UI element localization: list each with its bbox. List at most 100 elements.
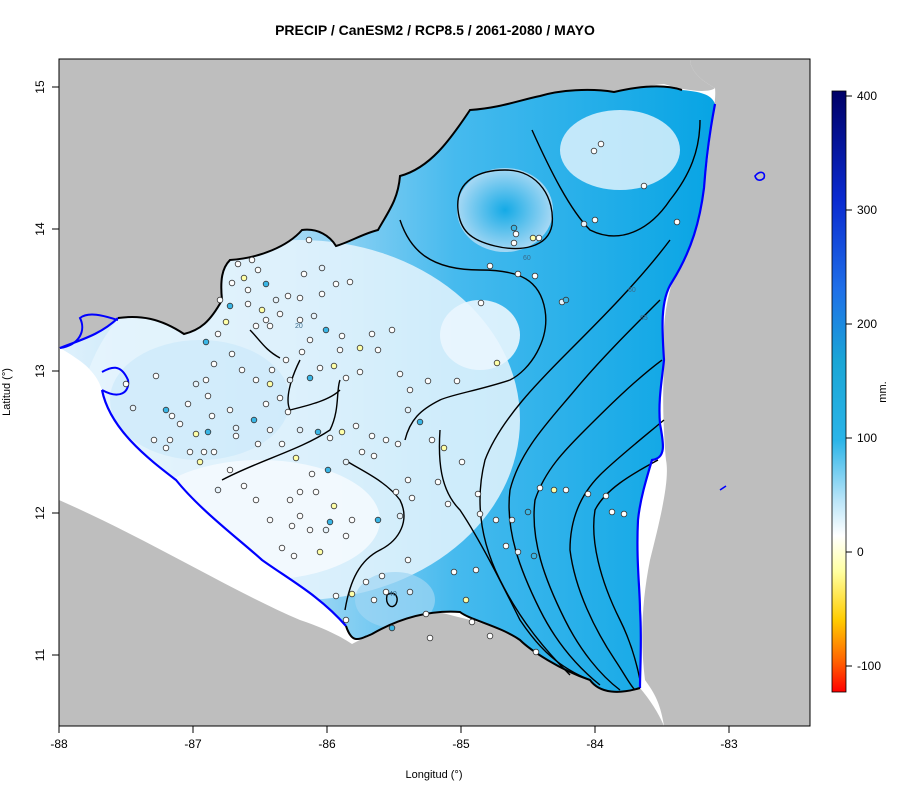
station-marker [348,516,356,524]
station-marker [608,508,616,516]
station-marker [388,624,396,632]
station-marker [374,346,382,354]
station-marker [252,496,260,504]
station-marker [450,568,458,576]
station-marker [254,266,262,274]
station-marker [440,444,448,452]
station-marker [204,392,212,400]
station-marker [262,280,270,288]
station-marker [262,316,270,324]
x-tick-label: -85 [452,737,470,751]
map-layers [59,59,810,726]
station-marker [202,376,210,384]
station-marker [326,518,334,526]
station-marker [252,376,260,384]
station-marker [284,408,292,416]
station-marker [266,380,274,388]
colorbar-tick-label: 400 [857,89,877,103]
station-marker [322,526,330,534]
station-marker [306,374,314,382]
station-marker [322,326,330,334]
station-marker [382,588,390,596]
station-marker [370,452,378,460]
station-marker [248,256,256,264]
station-marker [590,147,598,155]
station-marker [305,236,313,244]
station-marker [476,510,484,518]
station-marker [474,490,482,498]
station-marker [244,300,252,308]
station-marker [468,618,476,626]
station-marker [562,486,570,494]
station-marker [152,372,160,380]
station-marker [332,280,340,288]
station-marker [210,360,218,368]
station-marker [580,220,588,228]
station-marker [314,428,322,436]
station-marker [250,416,258,424]
station-marker [216,296,224,304]
station-marker [296,316,304,324]
station-marker [434,478,442,486]
station-marker [296,294,304,302]
station-marker [342,616,350,624]
colorbar-tick-label: 200 [857,317,877,331]
station-marker [550,486,558,494]
station-marker [444,500,452,508]
station-marker [492,516,500,524]
costa-rica-land [59,500,664,726]
station-marker [252,322,260,330]
station-marker [288,522,296,530]
station-marker [330,502,338,510]
station-marker [531,272,539,280]
x-tick-label: -87 [184,737,202,751]
station-marker [192,430,200,438]
colorbar-tick-label: 300 [857,203,877,217]
station-marker [529,234,537,242]
station-marker [162,444,170,452]
station-marker [597,140,605,148]
y-tick-label: 11 [33,648,47,661]
station-marker [458,458,466,466]
station-marker [184,400,192,408]
station-marker [536,484,544,492]
station-marker [382,436,390,444]
contour-label: 60 [628,287,636,294]
honduras-land [59,59,715,348]
station-marker [240,482,248,490]
colorbar-tick-label: -100 [857,659,881,673]
station-marker [416,418,424,426]
station-marker [453,377,461,385]
station-marker [306,336,314,344]
station-marker [510,239,518,247]
station-marker [296,426,304,434]
station-marker [214,486,222,494]
station-marker [254,440,262,448]
station-marker [306,526,314,534]
station-marker [192,380,200,388]
station-marker [168,412,176,420]
station-marker [406,588,414,596]
station-marker [204,428,212,436]
station-marker [276,310,284,318]
station-marker [362,578,370,586]
station-marker [424,377,432,385]
station-marker [129,404,137,412]
station-marker [640,182,648,190]
station-marker [226,302,234,310]
station-marker [524,508,532,516]
station-marker [602,492,610,500]
station-marker [472,566,480,574]
station-marker [278,544,286,552]
station-marker [228,350,236,358]
station-marker [422,610,430,618]
station-marker [562,296,570,304]
station-marker [166,436,174,444]
station-marker [358,448,366,456]
plot-frame [58,58,811,727]
station-marker [202,338,210,346]
station-marker [290,552,298,560]
station-marker [330,362,338,370]
contour-lines [221,119,701,691]
station-marker [346,278,354,286]
